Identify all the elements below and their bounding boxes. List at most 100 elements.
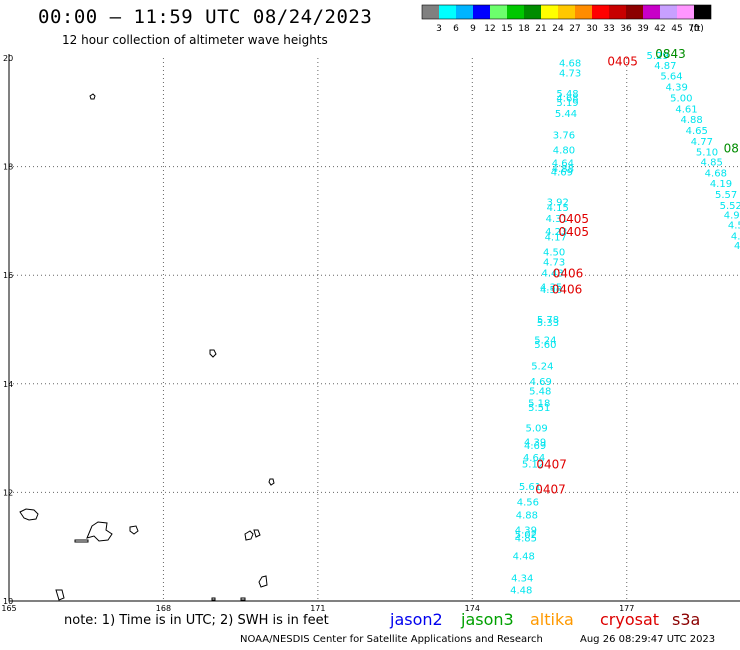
y-axis-tick-label: 14 <box>3 380 13 389</box>
colorbar-tick-label: 27 <box>569 24 580 34</box>
swh-value-label: 5.51 <box>528 403 550 414</box>
swh-value-label: 4.31 <box>546 214 568 225</box>
swh-value-label: 5.29 <box>647 51 669 62</box>
swh-value-label: 4.58 <box>728 221 740 232</box>
swh-value-label: 4.69 <box>551 167 573 178</box>
footer-credit: NOAA/NESDIS Center for Satellite Applica… <box>240 634 543 645</box>
swh-value-label: 4.85 <box>734 241 740 252</box>
colorbar-tick-label: 33 <box>603 24 614 34</box>
island-outline <box>86 521 113 542</box>
pass-time-label: 0407 <box>535 482 566 496</box>
swh-value-label: 5.24 <box>531 362 553 373</box>
island-outline <box>19 508 39 521</box>
island-outline <box>129 525 139 535</box>
swh-value-label: 4.39 <box>524 438 546 449</box>
swh-value-label: 5.19 <box>556 98 578 109</box>
colorbar-swatch <box>541 5 558 19</box>
swh-value-label: 4.43 <box>541 268 563 279</box>
x-axis-tick-label: 168 <box>156 604 171 613</box>
swh-value-label: 4.88 <box>680 115 702 126</box>
colorbar-swatch <box>490 5 507 19</box>
colorbar-tick-label: 3 <box>436 24 442 34</box>
swh-value-label: 4.68 <box>556 93 578 104</box>
swh-value-label: 5.00 <box>670 93 692 104</box>
swh-value-label: 4.87 <box>654 61 676 72</box>
island-outline <box>89 93 96 100</box>
swh-value-label: 4.56 <box>517 497 539 508</box>
swh-value-label: 4.69 <box>524 441 546 452</box>
legend-cryosat: cryosat <box>600 610 660 629</box>
pass-time-label: 0406 <box>552 283 583 297</box>
island-outline <box>240 597 246 601</box>
x-axis-tick-label: 177 <box>619 604 634 613</box>
colorbar-swatch <box>524 5 541 19</box>
page-title: 00:00 – 11:59 UTC 08/24/2023 <box>38 6 373 28</box>
swh-value-label: 5.60 <box>534 340 556 351</box>
footer-timestamp: Aug 26 08:29:47 UTC 2023 <box>580 634 716 645</box>
swh-value-label: 4.39 <box>666 83 688 94</box>
y-axis-tick-label: 16 <box>3 271 13 280</box>
island-outline <box>258 575 268 588</box>
swh-value-label: 4.69 <box>530 377 552 388</box>
colorbar-tick-label: 70 <box>688 24 700 34</box>
colorbar-swatch <box>660 5 677 19</box>
colorbar-swatch <box>507 5 524 19</box>
y-axis-tick-label: 20 <box>3 54 13 63</box>
swh-value-label: 4.88 <box>552 164 574 175</box>
swh-value-label: 4.11 <box>731 231 740 242</box>
swh-value-label: 4.77 <box>691 137 713 148</box>
island-outline <box>55 589 65 601</box>
colorbar-swatch <box>575 5 592 19</box>
swh-value-label: 5.48 <box>529 387 551 398</box>
x-axis-tick-label: 165 <box>1 604 16 613</box>
legend-jason3: jason3 <box>461 610 514 629</box>
swh-value-label: 5.24 <box>534 336 556 347</box>
island-outline <box>209 349 217 358</box>
swh-value-label: 4.73 <box>543 257 565 268</box>
colorbar-swatch <box>456 5 473 19</box>
swh-value-label: 4.68 <box>705 168 727 179</box>
y-axis-tick-label: 10 <box>3 597 13 606</box>
pass-time-label: 0406 <box>553 266 584 280</box>
island-outline <box>268 478 275 486</box>
legend-note: note: 1) Time is in UTC; 2) SWH is in fe… <box>64 613 329 628</box>
pass-time-label: 0407 <box>536 458 567 472</box>
swh-value-label: 4.64 <box>523 453 545 464</box>
colorbar-tick-label: 9 <box>470 24 476 34</box>
swh-value-label: 5.02 <box>515 530 537 541</box>
swh-value-label: 5.64 <box>660 72 682 83</box>
swh-value-label: 5.57 <box>715 190 737 201</box>
swh-value-label: 4.48 <box>510 585 532 596</box>
swh-value-label: 3.92 <box>547 198 569 209</box>
swh-value-label: 4.23 <box>545 227 567 238</box>
swh-value-label: 4.61 <box>675 104 697 115</box>
swh-value-label: 5.48 <box>556 89 578 100</box>
swh-value-label: 5.09 <box>526 424 548 435</box>
page-subtitle: 12 hour collection of altimeter wave hei… <box>62 33 328 47</box>
island-outline <box>244 530 254 541</box>
colorbar-tick-label: 36 <box>620 24 632 34</box>
swh-value-label: 5.52 <box>720 201 740 212</box>
colorbar-unit: (ft) <box>690 24 704 34</box>
swh-value-label: 5.18 <box>528 399 550 410</box>
colorbar-swatch <box>677 5 694 19</box>
colorbar-swatch <box>609 5 626 19</box>
swh-value-label: 4.35 <box>540 282 562 293</box>
swh-value-label: 4.48 <box>513 552 535 563</box>
swh-value-label: 4.85 <box>701 158 723 169</box>
legend-altika: altika <box>530 610 574 629</box>
colorbar-tick-label: 39 <box>637 24 649 34</box>
swh-value-label: 4.68 <box>559 59 581 70</box>
swh-value-label: 4.65 <box>686 126 708 137</box>
swh-value-label: 5.33 <box>537 318 559 329</box>
swh-value-label: 4.97 <box>724 211 740 222</box>
colorbar-tick-label: 30 <box>586 24 598 34</box>
legend: note: 1) Time is in UTC; 2) SWH is in fe… <box>64 610 740 630</box>
legend-s3a: s3a <box>672 610 701 629</box>
colorbar-swatch <box>694 5 711 19</box>
pass-time-label: 08 <box>724 141 739 155</box>
colorbar-swatch <box>643 5 660 19</box>
pass-time-label: 0843 <box>655 47 686 61</box>
swh-value-label: 4.15 <box>547 203 569 214</box>
